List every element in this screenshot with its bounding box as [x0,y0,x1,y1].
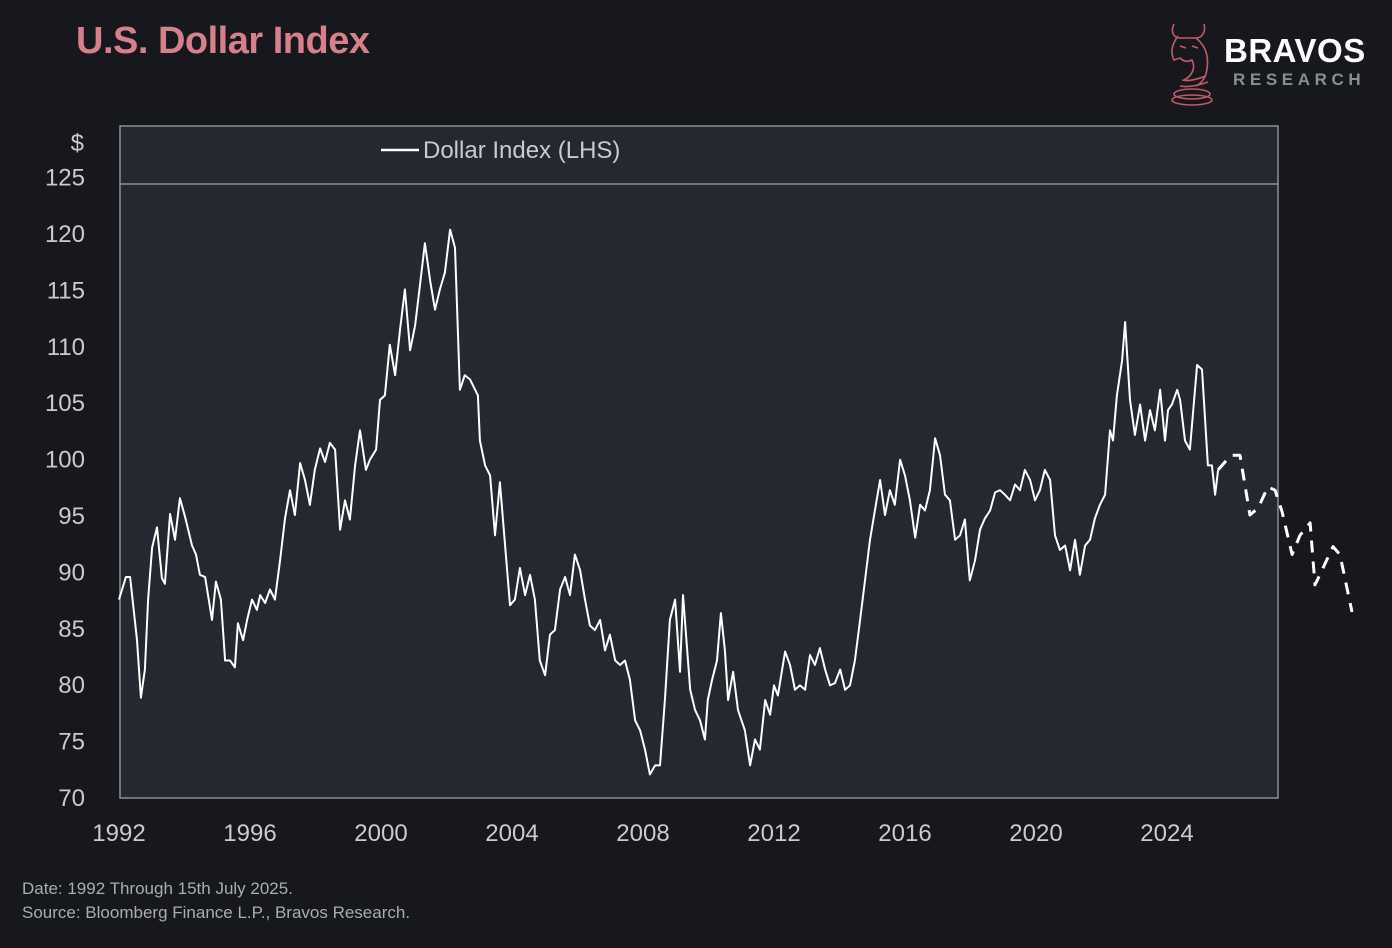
y-tick-label: 115 [47,277,85,304]
x-tick-label: 2012 [747,820,800,847]
x-tick-label: 2008 [616,820,669,847]
y-tick-label: 105 [45,390,85,417]
y-tick-label: 110 [47,334,85,361]
chart-title: U.S. Dollar Index [76,20,370,62]
y-tick-label: 85 [58,616,85,643]
footer-date: Date: 1992 Through 15th July 2025. [22,879,293,898]
x-tick-label: 2004 [485,820,538,847]
x-tick-label: 2000 [354,820,407,847]
dollar-index-line [118,228,1220,776]
y-tick-label: 70 [58,785,85,812]
x-tick-label: 2020 [1009,820,1062,847]
logo-subtitle: RESEARCH [1233,70,1366,89]
forecast-line [1216,453,1354,613]
x-tick-label: 2024 [1140,820,1193,847]
y-tick-label: 80 [58,672,85,699]
bull-knight-icon [1171,23,1213,106]
logo-name: BRAVOS [1224,32,1366,69]
bravos-logo: BRAVOS RESEARCH [1166,18,1376,108]
y-tick-label: 100 [45,447,85,474]
x-tick-label: 2016 [878,820,931,847]
footer-source: Source: Bloomberg Finance L.P., Bravos R… [22,903,411,922]
y-tick-label: 95 [58,503,85,530]
legend-label: Dollar Index (LHS) [423,137,620,164]
y-tick-label: 90 [58,559,85,586]
y-tick-label: 125 [45,165,85,192]
y-axis-label: $ [71,130,84,157]
x-tick-label: 1996 [223,820,276,847]
plot-area [119,125,1279,799]
footer: Date: 1992 Through 15th July 2025. Sourc… [22,877,410,925]
y-tick-label: 120 [45,221,85,248]
x-tick-label: 1992 [92,820,145,847]
y-tick-label: 75 [58,729,85,756]
